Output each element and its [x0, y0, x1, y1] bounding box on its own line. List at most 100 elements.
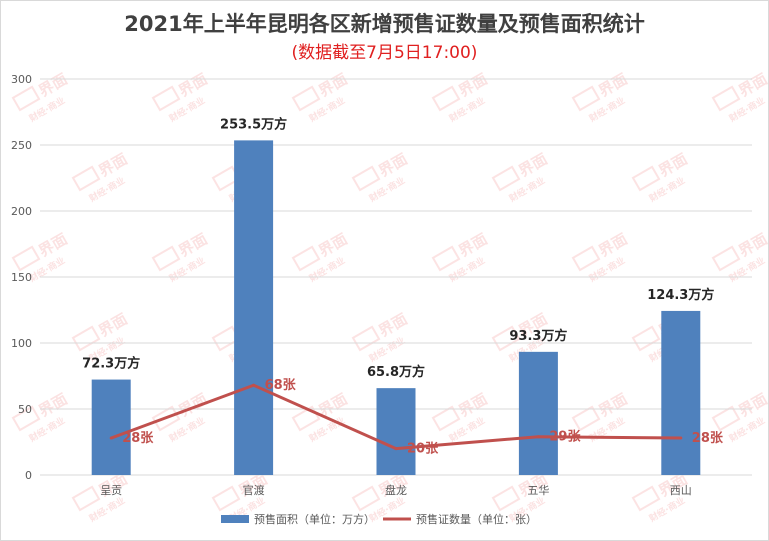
watermark-brand: 界面: [596, 230, 631, 261]
legend-bar-swatch: [221, 515, 249, 523]
bar-label-2: 65.8万方: [367, 364, 425, 380]
watermark-brand: 界面: [316, 230, 351, 261]
watermark-logo-icon: [571, 405, 601, 432]
legend: 预售面积（单位：万方） 预售证数量（单位：张）: [221, 512, 537, 526]
watermark-logo-icon: [571, 85, 601, 112]
watermark-brand: 界面: [516, 150, 551, 181]
line-point-2: [394, 447, 398, 451]
line-series: [109, 383, 683, 451]
x-tick-label-1: 官渡: [243, 483, 265, 497]
y-tick-label-1: 50: [18, 403, 32, 416]
watermark-brand: 界面: [736, 230, 769, 261]
chart-title: 2021年上半年昆明各区新增预售证数量及预售面积统计: [124, 12, 645, 36]
watermark-logo-icon: [431, 245, 461, 272]
watermark-logo-icon: [711, 245, 741, 272]
x-tick-label-4: 西山: [670, 484, 692, 497]
chart-subtitle: (数据截至7月5日17:00): [291, 43, 478, 63]
bar-4: [661, 310, 701, 475]
bar-label-3: 93.3万方: [509, 328, 567, 344]
line-label-4: 28张: [692, 431, 724, 446]
watermark-logo-icon: [491, 325, 521, 352]
watermark-logo-icon: [431, 85, 461, 112]
watermark-brand: 界面: [596, 70, 631, 101]
watermark-logo-icon: [211, 485, 241, 512]
watermark-brand: 界面: [596, 390, 631, 421]
gridlines: [40, 78, 752, 476]
watermark-logo-icon: [351, 485, 381, 512]
watermark-brand: 界面: [376, 310, 411, 341]
watermark-brand: 界面: [736, 70, 769, 101]
watermark-logo-icon: [291, 85, 321, 112]
watermark-brand: 界面: [36, 390, 71, 421]
watermark-brand: 界面: [176, 230, 211, 261]
watermark-logo-icon: [711, 85, 741, 112]
bar-0: [91, 379, 131, 475]
bar-label-1: 253.5万方: [220, 116, 287, 132]
bar-2: [376, 388, 416, 475]
watermark-brand: 界面: [656, 150, 691, 181]
watermark-logo-icon: [291, 405, 321, 432]
line-point-0: [109, 436, 113, 440]
watermark-brand: 界面: [96, 150, 131, 181]
watermark-logo-icon: [571, 245, 601, 272]
watermark-logo-icon: [431, 405, 461, 432]
watermark-logo-icon: [71, 165, 101, 192]
y-tick-label-4: 200: [11, 205, 32, 218]
watermark-logo-icon: [631, 325, 661, 352]
y-axis: 0 50 100 150 200 250 300: [11, 73, 32, 482]
bar-3: [518, 351, 558, 475]
watermark-brand: 界面: [36, 230, 71, 261]
watermark-logo-icon: [351, 165, 381, 192]
bar-label-0: 72.3万方: [82, 356, 140, 372]
watermark-logo-icon: [11, 85, 41, 112]
watermark-logo-icon: [631, 165, 661, 192]
y-tick-label-5: 250: [11, 139, 32, 152]
y-tick-label-2: 100: [11, 337, 32, 350]
watermark-brand: 界面: [376, 150, 411, 181]
watermark-logo-icon: [11, 405, 41, 432]
watermark-logo-icon: [11, 245, 41, 272]
line-label-3: 29张: [549, 430, 581, 445]
line-label-1: 68张: [265, 378, 297, 393]
watermark-logo-icon: [71, 485, 101, 512]
line-label-2: 20张: [407, 442, 439, 457]
watermark-logo-icon: [351, 325, 381, 352]
legend-line-label: 预售证数量（单位：张）: [416, 512, 537, 526]
line-point-4: [679, 436, 683, 440]
watermark-brand: 界面: [456, 230, 491, 261]
y-tick-label-3: 150: [11, 271, 32, 284]
watermark-logo-icon: [151, 85, 181, 112]
watermark-brand: 界面: [456, 70, 491, 101]
y-tick-label-6: 300: [11, 73, 32, 86]
watermark-brand: 界面: [176, 390, 211, 421]
bar-series: [91, 140, 701, 475]
watermark-logo-icon: [631, 485, 661, 512]
watermark-logo-icon: [491, 165, 521, 192]
watermark-brand: 界面: [316, 70, 351, 101]
watermark-logo-icon: [71, 325, 101, 352]
line-point-3: [536, 435, 540, 439]
watermark-brand: 界面: [96, 310, 131, 341]
watermark-logo-icon: [491, 485, 521, 512]
watermark-brand: 界面: [36, 70, 71, 101]
watermark-logo-icon: [151, 245, 181, 272]
x-axis: 呈贡 官渡 盘龙 五华 西山: [100, 483, 692, 497]
legend-bar-label: 预售面积（单位：万方）: [254, 512, 375, 526]
